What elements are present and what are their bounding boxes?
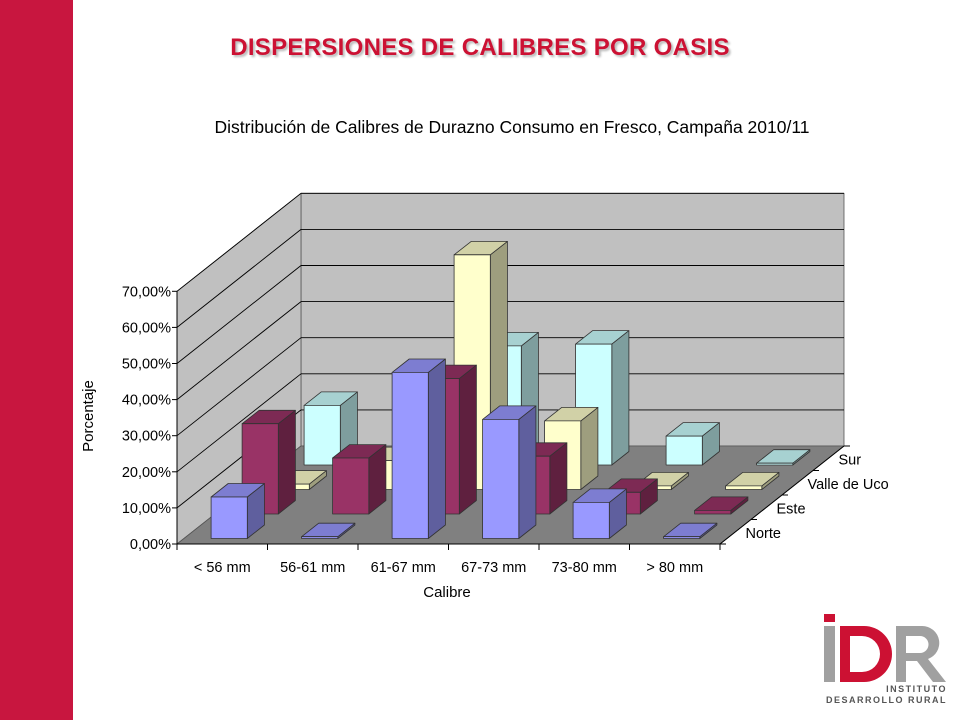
x-tick-label: 61-67 mm: [371, 560, 436, 576]
bar-front: [665, 435, 703, 466]
bar-sur-4: [665, 422, 720, 466]
slide-title-text: DISPERSIONES DE CALIBRES POR OASIS: [230, 34, 730, 61]
depth-series-label: Este: [777, 501, 806, 517]
y-tick-label: 50,00%: [122, 357, 171, 373]
gridline-side: [176, 229, 302, 328]
depth-series-label: Norte: [746, 526, 781, 542]
bar-front: [482, 418, 520, 539]
bar-sur-3: [575, 330, 630, 466]
bar-front: [663, 536, 701, 539]
bar-front: [756, 462, 794, 466]
depth-series-label: Sur: [839, 452, 862, 468]
gridline-side: [176, 373, 302, 473]
y-tick-label: 10,00%: [122, 501, 171, 517]
y-tick-label: 40,00%: [122, 393, 171, 409]
x-tick-label: 73-80 mm: [552, 560, 617, 576]
y-tick-label: 70,00%: [122, 284, 171, 300]
x-tick-label: 67-73 mm: [461, 560, 526, 576]
bar-norte-5: [663, 522, 718, 539]
bar-este-0: [241, 409, 296, 515]
y-tick-label: 30,00%: [122, 429, 171, 445]
x-tick-label: < 56 mm: [194, 560, 251, 576]
x-tick-label: 56-61 mm: [280, 560, 345, 576]
bar-front: [725, 485, 763, 490]
bar-front: [391, 371, 429, 539]
x-tick-label: > 80 mm: [646, 560, 703, 576]
slide-title: DISPERSIONES DE CALIBRES POR OASIS: [0, 34, 960, 62]
bar-norte-2: [391, 358, 446, 539]
bar-norte-3: [482, 405, 537, 539]
gridline-side: [176, 337, 302, 437]
bar-front: [210, 496, 248, 539]
bar-norte-0: [210, 483, 265, 539]
bar-front: [572, 501, 610, 539]
bar-norte-4: [572, 488, 627, 539]
bar-sur-5: [756, 449, 811, 466]
y-tick-label: 20,00%: [122, 465, 171, 481]
logo-line1: INSTITUTO: [886, 684, 947, 694]
bar-front: [301, 536, 339, 539]
bar-side: [277, 409, 296, 515]
bar-side: [580, 406, 599, 490]
bar-side: [611, 330, 630, 466]
bar-valle-de-uco-5: [725, 471, 780, 490]
gridline-side: [176, 301, 302, 400]
idr-logo: INSTITUTO DESARROLLO RURAL: [824, 614, 947, 705]
bar-este-5: [694, 496, 749, 515]
x-axis-title: Calibre: [423, 584, 471, 601]
y-tick-label: 60,00%: [122, 320, 171, 336]
bar-front: [303, 404, 341, 466]
y-tick-label: 0,00%: [130, 537, 171, 553]
gridline-side: [176, 265, 302, 364]
depth-series-label: Valle de Uco: [808, 477, 889, 493]
chart-bars: [210, 240, 811, 539]
bar-side: [458, 364, 477, 515]
bar-front: [332, 457, 370, 515]
bar-este-1: [332, 444, 387, 515]
side-bar: [0, 0, 73, 720]
gridline-side: [176, 192, 302, 292]
bar-front: [694, 509, 732, 515]
bar-side: [427, 358, 446, 539]
logo-line2: DESARROLLO RURAL: [826, 695, 947, 705]
bar-side: [518, 405, 537, 539]
chart-axes: 0,00% 10,00% 20,00% 30,00% 40,00% 50,00% 60,00…: [122, 284, 889, 576]
chart-title: Distribución de Calibres de Durazno Cons…: [215, 117, 810, 137]
y-axis-title: Porcentaje: [80, 380, 97, 452]
bar-norte-1: [301, 522, 356, 539]
